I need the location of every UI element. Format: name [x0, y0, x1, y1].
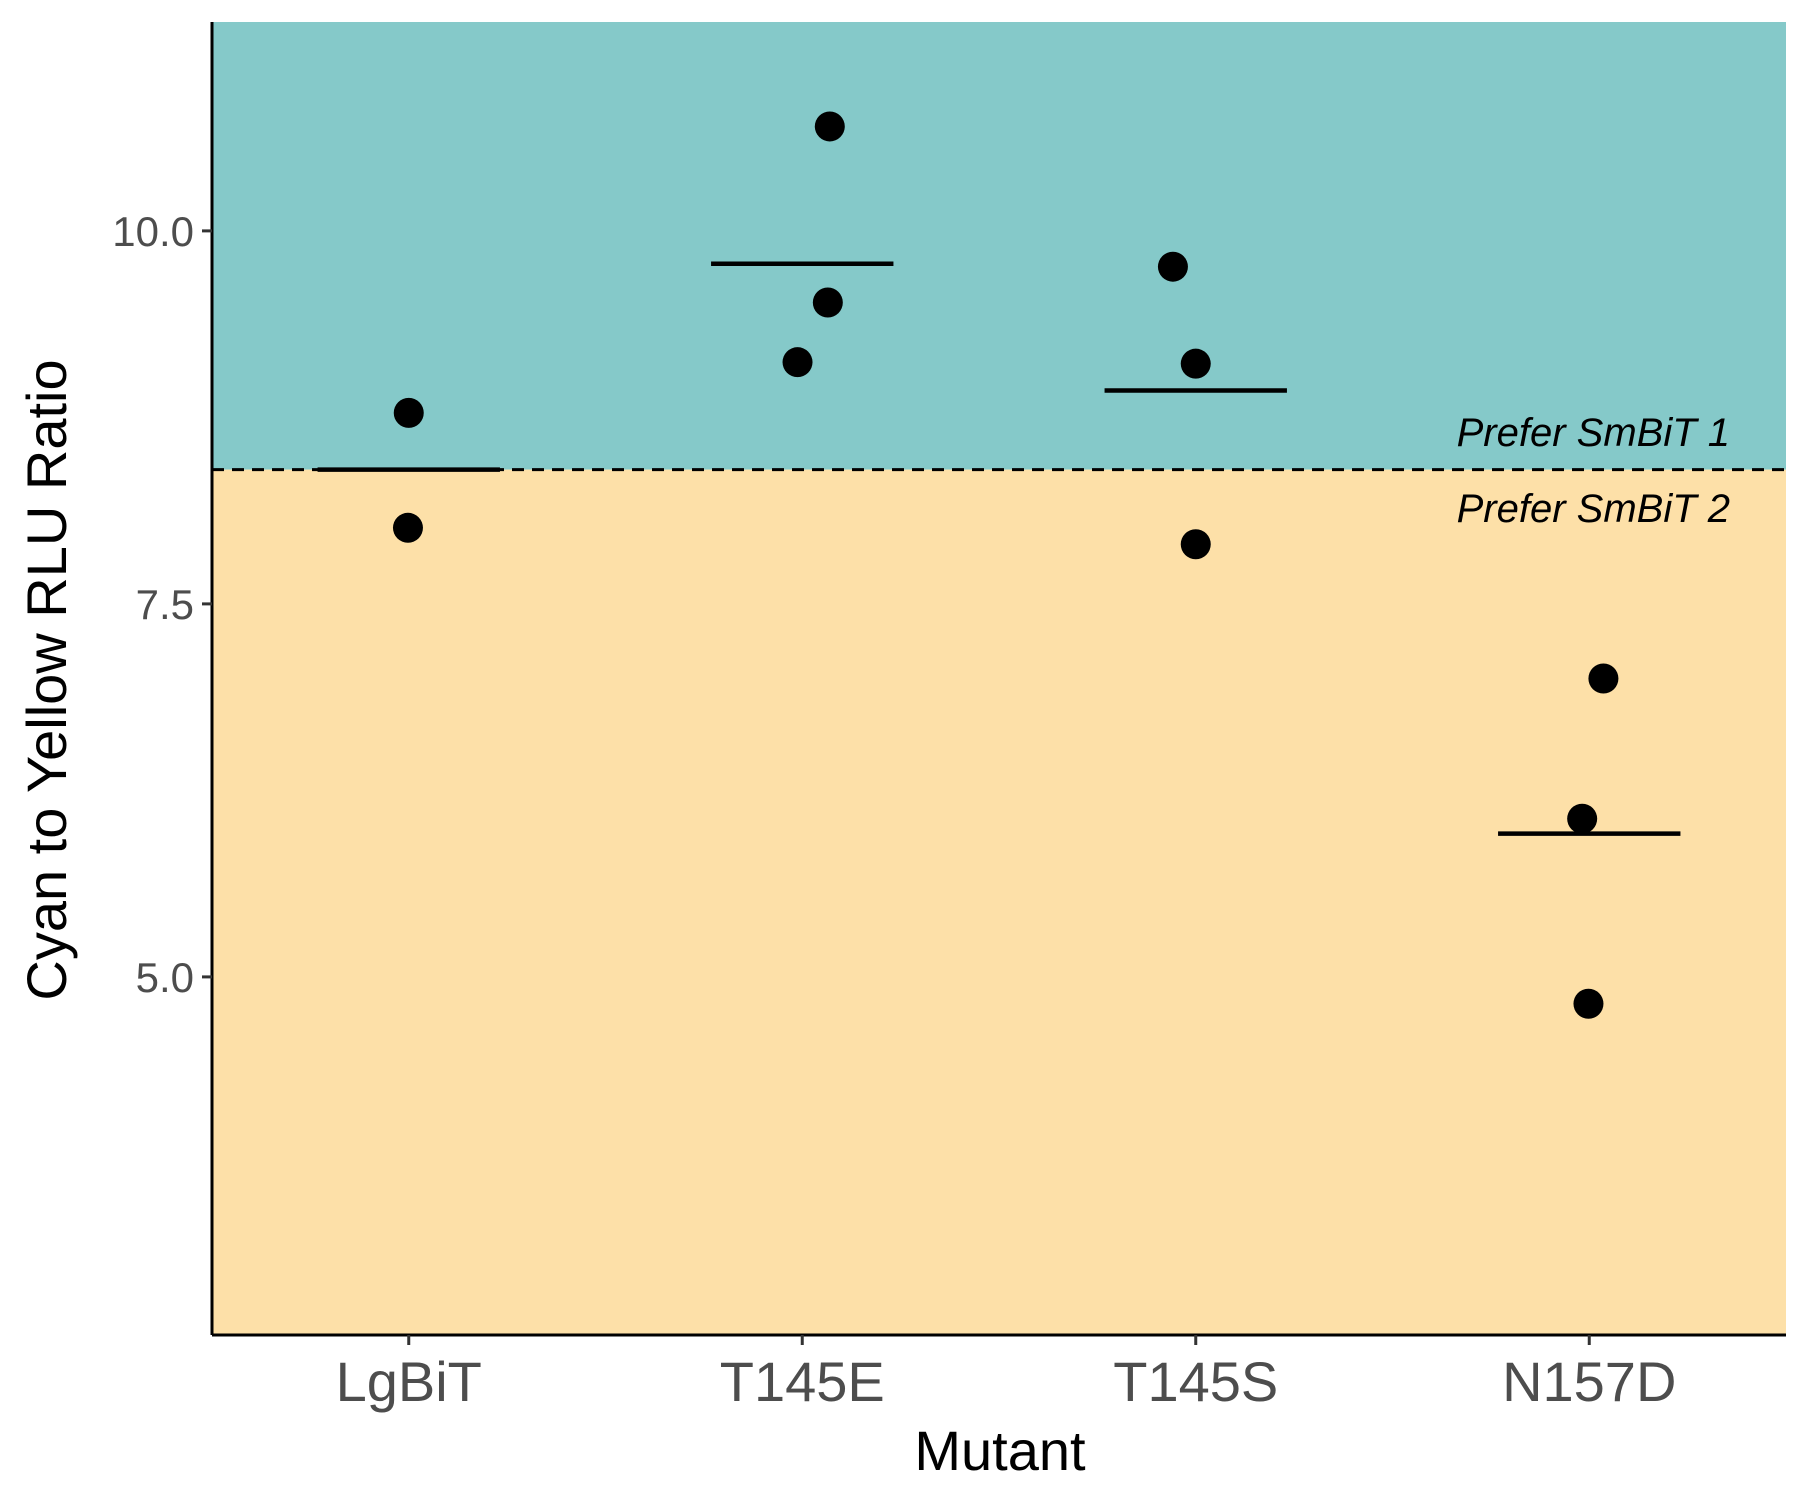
y-axis-title: Cyan to Yellow RLU Ratio — [15, 359, 78, 1000]
point-T145S-3 — [1180, 529, 1211, 560]
point-T145E-1 — [814, 111, 845, 142]
point-N157D-2 — [1567, 803, 1598, 834]
y-tick-label: 7.5 — [136, 581, 194, 628]
region-below — [212, 469, 1786, 1335]
point-T145S-1 — [1157, 251, 1188, 282]
x-tick-label-T145E: T145E — [720, 1350, 885, 1413]
point-T145S-2 — [1180, 348, 1211, 379]
region-above-label: Prefer SmBiT 1 — [1457, 411, 1730, 455]
x-tick-label-LgBiT: LgBiT — [336, 1350, 482, 1413]
point-N157D-1 — [1588, 663, 1619, 694]
y-tick-label: 5.0 — [136, 954, 194, 1001]
region-below-label: Prefer SmBiT 2 — [1457, 487, 1730, 531]
y-tick-label: 10.0 — [112, 208, 194, 255]
point-LgBiT-1 — [393, 397, 424, 428]
x-axis-title: Mutant — [914, 1419, 1086, 1482]
x-tick-label-N157D: N157D — [1502, 1350, 1676, 1413]
region-above — [212, 22, 1786, 470]
point-N157D-3 — [1573, 988, 1604, 1019]
point-LgBiT-2 — [392, 512, 423, 543]
point-T145E-3 — [782, 347, 813, 378]
point-T145E-2 — [812, 287, 843, 318]
x-tick-label-T145S: T145S — [1113, 1350, 1278, 1413]
